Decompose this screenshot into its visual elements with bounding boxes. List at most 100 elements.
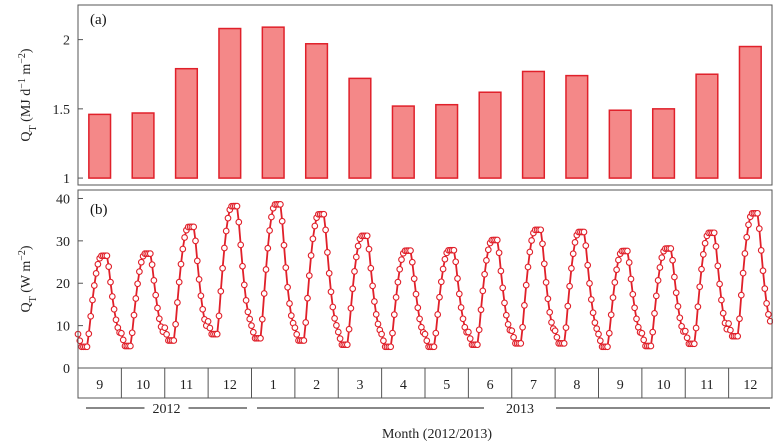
data-point: [347, 304, 355, 312]
bar: [88, 113, 112, 179]
data-point: [763, 300, 770, 307]
data-point: [656, 264, 664, 271]
data-point: [604, 343, 611, 351]
data-point: [459, 315, 467, 323]
data-point: [136, 268, 143, 275]
data-point: [596, 337, 604, 345]
data-point: [287, 312, 295, 319]
data-point: [345, 325, 353, 333]
data-point: [564, 302, 572, 310]
data-point: [408, 258, 416, 266]
data-point: [434, 311, 442, 318]
bar: [261, 26, 285, 179]
data-point: [249, 328, 257, 336]
data-point: [277, 201, 284, 208]
data-point: [204, 318, 212, 325]
data-point: [761, 285, 769, 292]
data-point: [651, 310, 658, 317]
data-point: [484, 246, 492, 254]
data-point: [497, 267, 505, 275]
data-point: [571, 239, 579, 246]
data-point: [190, 223, 198, 231]
data-point: [712, 243, 720, 250]
data-point: [502, 311, 510, 319]
data-point: [759, 267, 767, 275]
data-point: [586, 280, 593, 287]
data-point: [170, 337, 178, 344]
data-point: [672, 289, 680, 297]
data-point: [652, 292, 660, 300]
data-point: [568, 265, 575, 272]
data-point: [416, 315, 423, 323]
data-point: [671, 273, 678, 281]
bar: [174, 67, 199, 179]
panel-label: (a): [90, 12, 107, 28]
month-tick-label: 1: [270, 378, 277, 393]
data-point: [553, 333, 561, 341]
data-point: [696, 283, 704, 291]
data-point: [262, 266, 270, 273]
data-point: [501, 299, 508, 307]
data-point: [94, 260, 102, 268]
data-point: [118, 329, 125, 337]
data-point: [540, 260, 548, 268]
data-point: [206, 324, 214, 332]
data-point: [365, 245, 373, 253]
data-point: [587, 296, 595, 303]
data-point: [291, 324, 299, 332]
data-point: [161, 324, 169, 332]
data-point: [681, 327, 689, 335]
month-tick-label: 10: [136, 378, 150, 393]
data-point: [336, 335, 344, 342]
data-point: [432, 329, 440, 337]
bar: [695, 73, 719, 179]
data-point: [309, 235, 317, 243]
data-point: [282, 264, 290, 271]
data-point: [240, 281, 248, 289]
bar: [348, 77, 372, 179]
data-point: [593, 325, 601, 332]
data-point: [633, 315, 640, 323]
data-point: [528, 237, 535, 244]
data-point: [716, 280, 723, 288]
data-point: [466, 335, 474, 342]
data-point: [215, 312, 223, 320]
data-point: [174, 299, 181, 306]
panel-b: 0 10 20 30 40 (b) QT (W m−2): [17, 189, 773, 377]
month-tick-label: 12: [743, 378, 757, 393]
data-point: [584, 261, 592, 269]
data-point: [537, 226, 545, 234]
data-point: [754, 209, 761, 217]
data-point: [676, 314, 684, 322]
panel-label: (b): [90, 202, 108, 218]
data-point: [441, 255, 449, 263]
data-point: [107, 278, 114, 286]
data-point: [392, 294, 400, 301]
data-point: [305, 272, 313, 279]
data-point: [322, 226, 329, 234]
data-point: [266, 227, 273, 234]
data-point: [412, 290, 420, 298]
panel-a: 1 1.5 2 (a) QT (MJ d−1 m−2): [17, 4, 773, 187]
data-point: [474, 341, 481, 349]
data-point: [699, 251, 707, 258]
data-point: [539, 240, 546, 248]
bar: [651, 108, 676, 179]
data-point: [333, 322, 340, 329]
data-point: [268, 213, 275, 221]
data-point: [311, 222, 319, 230]
bar: [565, 74, 589, 179]
data-point: [222, 227, 230, 235]
data-point: [504, 321, 512, 328]
data-point: [130, 311, 138, 319]
data-point: [90, 282, 98, 289]
month-tick-label: 5: [443, 378, 450, 393]
data-point: [127, 342, 134, 350]
data-point: [179, 245, 187, 253]
bar: [435, 103, 459, 179]
data-point: [320, 210, 328, 218]
data-point: [499, 284, 507, 292]
y-tick-label: 1: [63, 172, 70, 187]
data-point: [479, 287, 487, 295]
data-point: [148, 261, 156, 268]
